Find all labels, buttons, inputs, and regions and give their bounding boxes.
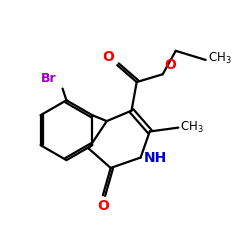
Text: O: O (97, 199, 109, 213)
Text: NH: NH (144, 150, 167, 164)
Text: O: O (164, 58, 176, 72)
Text: CH$_3$: CH$_3$ (180, 120, 204, 135)
Text: CH$_3$: CH$_3$ (208, 51, 232, 66)
Text: O: O (102, 50, 114, 64)
Text: Br: Br (40, 72, 56, 85)
